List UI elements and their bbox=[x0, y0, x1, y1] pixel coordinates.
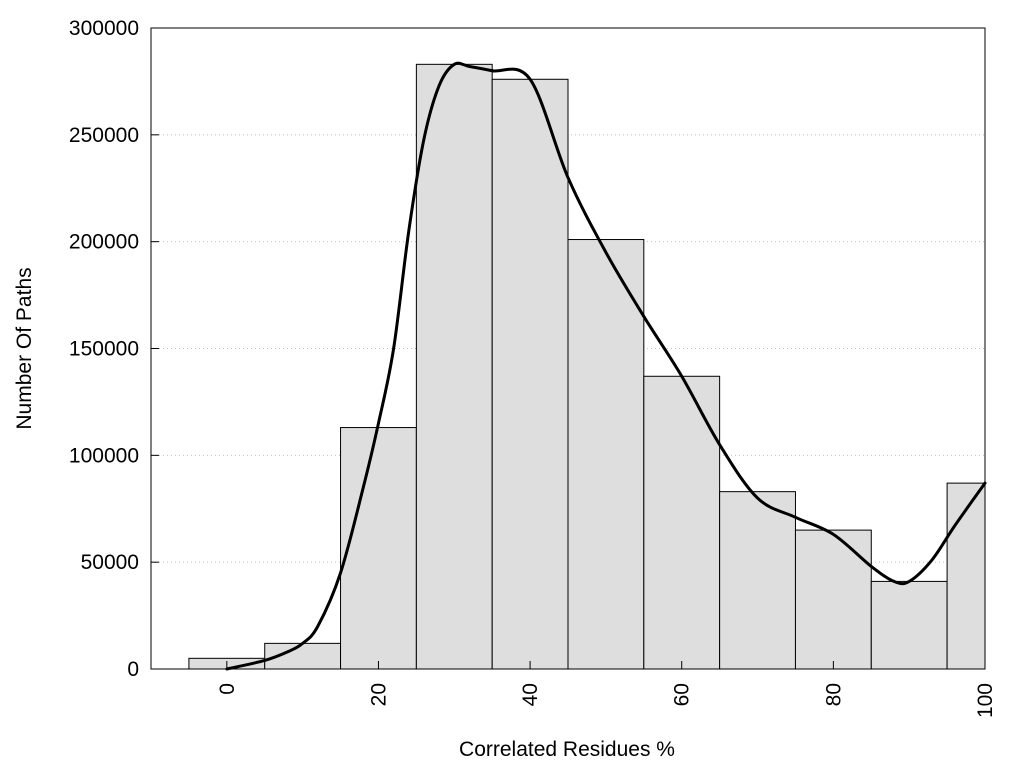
bar-60 bbox=[643, 375, 721, 670]
x-tick-label: 40 bbox=[519, 683, 542, 706]
bar-20 bbox=[340, 427, 417, 670]
y-tick-label: 200000 bbox=[69, 231, 139, 254]
bar-40 bbox=[491, 78, 569, 670]
density-curve-layer bbox=[225, 61, 987, 671]
x-tick-label: 60 bbox=[671, 683, 694, 706]
y-tick-label: 100000 bbox=[69, 444, 139, 467]
x-tick-label: 80 bbox=[822, 683, 845, 706]
x-tick-label: 20 bbox=[367, 683, 390, 706]
y-tick-label: 150000 bbox=[69, 338, 139, 361]
bar-50 bbox=[567, 239, 645, 670]
x-axis-label: Correlated Residues % bbox=[459, 738, 675, 761]
y-axis-ticks: 0 50000 100000 150000 200000 250000 300000 bbox=[69, 17, 159, 681]
x-tick-label: 100 bbox=[974, 683, 997, 718]
y-axis-label: Number Of Paths bbox=[13, 267, 36, 429]
y-tick-label: 0 bbox=[127, 658, 139, 681]
histogram-bars bbox=[188, 63, 986, 670]
bar-80 bbox=[794, 529, 872, 670]
density-curve bbox=[225, 61, 987, 671]
y-tick-label: 50000 bbox=[81, 551, 139, 574]
y-tick-label: 300000 bbox=[69, 17, 139, 40]
bar-30 bbox=[415, 63, 493, 670]
x-axis-ticks: 0 20 40 60 80 100 bbox=[216, 661, 997, 718]
bar-70 bbox=[719, 491, 796, 670]
bar-90 bbox=[870, 580, 948, 670]
x-tick-label: 0 bbox=[216, 683, 239, 695]
y-tick-label: 250000 bbox=[69, 124, 139, 147]
